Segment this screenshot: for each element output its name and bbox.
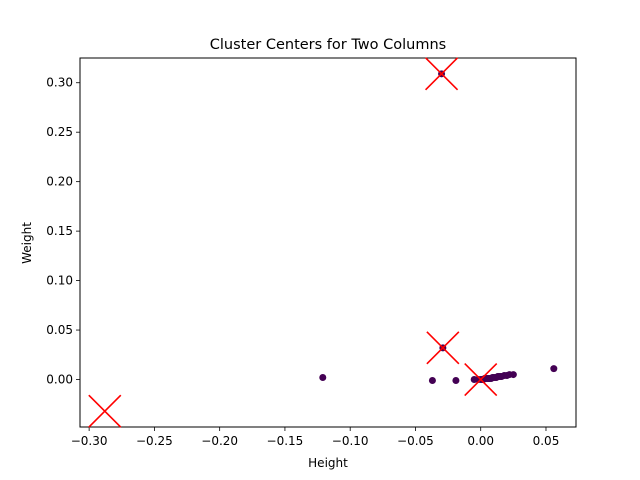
data-point xyxy=(550,365,558,373)
x-tick-label: 0.00 xyxy=(467,434,494,448)
y-tick-label: 0.30 xyxy=(46,76,73,90)
x-tick-label: 0.05 xyxy=(533,434,560,448)
y-tick-label: 0.05 xyxy=(46,323,73,337)
cluster-center-stroke xyxy=(426,331,460,365)
data-point xyxy=(452,377,460,385)
axes-frame xyxy=(79,57,577,428)
x-tick-label: −0.15 xyxy=(267,434,304,448)
data-point xyxy=(428,377,436,385)
data-point xyxy=(319,374,327,382)
y-tick-label: 0.10 xyxy=(46,274,73,288)
data-point xyxy=(509,371,517,379)
x-axis-label: Height xyxy=(308,456,348,470)
y-tick-label: 0.25 xyxy=(46,125,73,139)
cluster-center-stroke xyxy=(88,394,122,428)
cluster-center-stroke xyxy=(464,362,498,397)
plot-area xyxy=(79,57,577,428)
y-axis: 0.00 0.05 0.10 0.15 0.20 0.25 0.30 xyxy=(46,76,80,387)
y-tick-label: 0.15 xyxy=(46,224,73,238)
cluster-center-stroke xyxy=(424,57,459,91)
cluster-center-marker xyxy=(464,362,498,397)
x-tick-label: −0.25 xyxy=(136,434,173,448)
x-tick-label: −0.05 xyxy=(397,434,434,448)
cluster-centers xyxy=(88,57,498,428)
x-axis: −0.30 −0.25 −0.20 −0.15 −0.10 −0.05 0.00 0.05 xyxy=(71,427,560,448)
cluster-center-marker xyxy=(426,331,460,365)
y-axis-label: Weight xyxy=(20,222,34,264)
chart-title: Cluster Centers for Two Columns xyxy=(210,37,446,53)
x-tick-label: −0.20 xyxy=(201,434,238,448)
y-tick-label: 0.20 xyxy=(46,175,73,189)
x-tick-label: −0.10 xyxy=(332,434,369,448)
cluster-center-marker xyxy=(88,394,122,428)
cluster-center-marker xyxy=(424,57,459,91)
y-tick-label: 0.00 xyxy=(46,373,73,387)
x-tick-label: −0.30 xyxy=(71,434,108,448)
